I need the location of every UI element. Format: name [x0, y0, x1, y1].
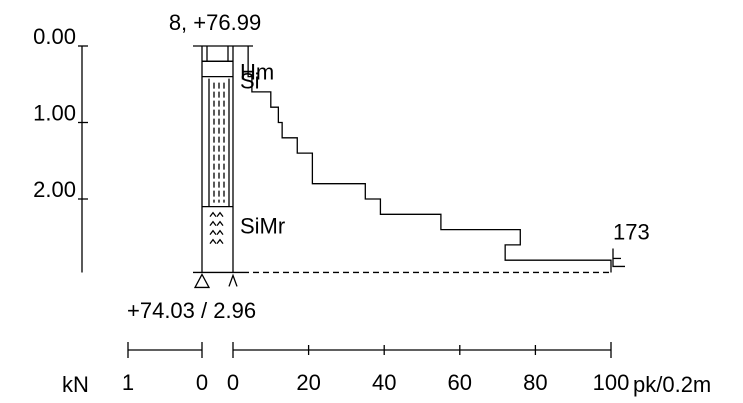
moraine-symbol [216, 220, 224, 227]
moraine-symbol [216, 211, 224, 218]
soil-layer-label: Si [240, 69, 260, 94]
point-label: 8, +76.99 [169, 10, 261, 35]
refusal-symbol [612, 248, 625, 268]
bottom-elevation-depth-label: +74.03 / 2.96 [127, 298, 256, 323]
force-scale-tick-label: 0 [196, 370, 208, 395]
depth-tick-label: 1.00 [33, 101, 76, 126]
depth-axis: 0.00 1.00 2.00 [33, 24, 88, 273]
penetration-scale-tick-label: 100 [593, 370, 630, 395]
end-value-label: 173 [613, 219, 650, 244]
force-scale-tick-label: 1 [122, 370, 134, 395]
depth-tick-label: 0.00 [33, 24, 76, 49]
penetration-scale-tick-label: 20 [296, 370, 320, 395]
penetration-resistance-line [247, 46, 612, 273]
tip-marker [193, 273, 211, 289]
depth-tick-label: 2.00 [33, 177, 76, 202]
moraine-symbol [216, 238, 224, 245]
moraine-symbol [216, 229, 224, 236]
penetration-scale-tick-label: 0 [227, 370, 239, 395]
penetration-unit-label: pk/0.2m [633, 372, 711, 397]
penetration-scale-tick-label: 60 [448, 370, 472, 395]
moraine-symbol [209, 238, 217, 245]
soil-layer-label: Hm [240, 59, 274, 84]
penetration-scale-tick-label: 80 [523, 370, 547, 395]
soil-layer-label: SiMr [240, 214, 285, 239]
tip-marker [228, 273, 238, 287]
penetration-scale-tick-label: 40 [372, 370, 396, 395]
moraine-symbol [209, 220, 217, 227]
moraine-symbol [209, 211, 217, 218]
moraine-symbol [209, 229, 217, 236]
force-unit-label: kN [62, 372, 89, 397]
bottom-scales: 1 0 0 20 40 60 80 100 [122, 342, 629, 395]
